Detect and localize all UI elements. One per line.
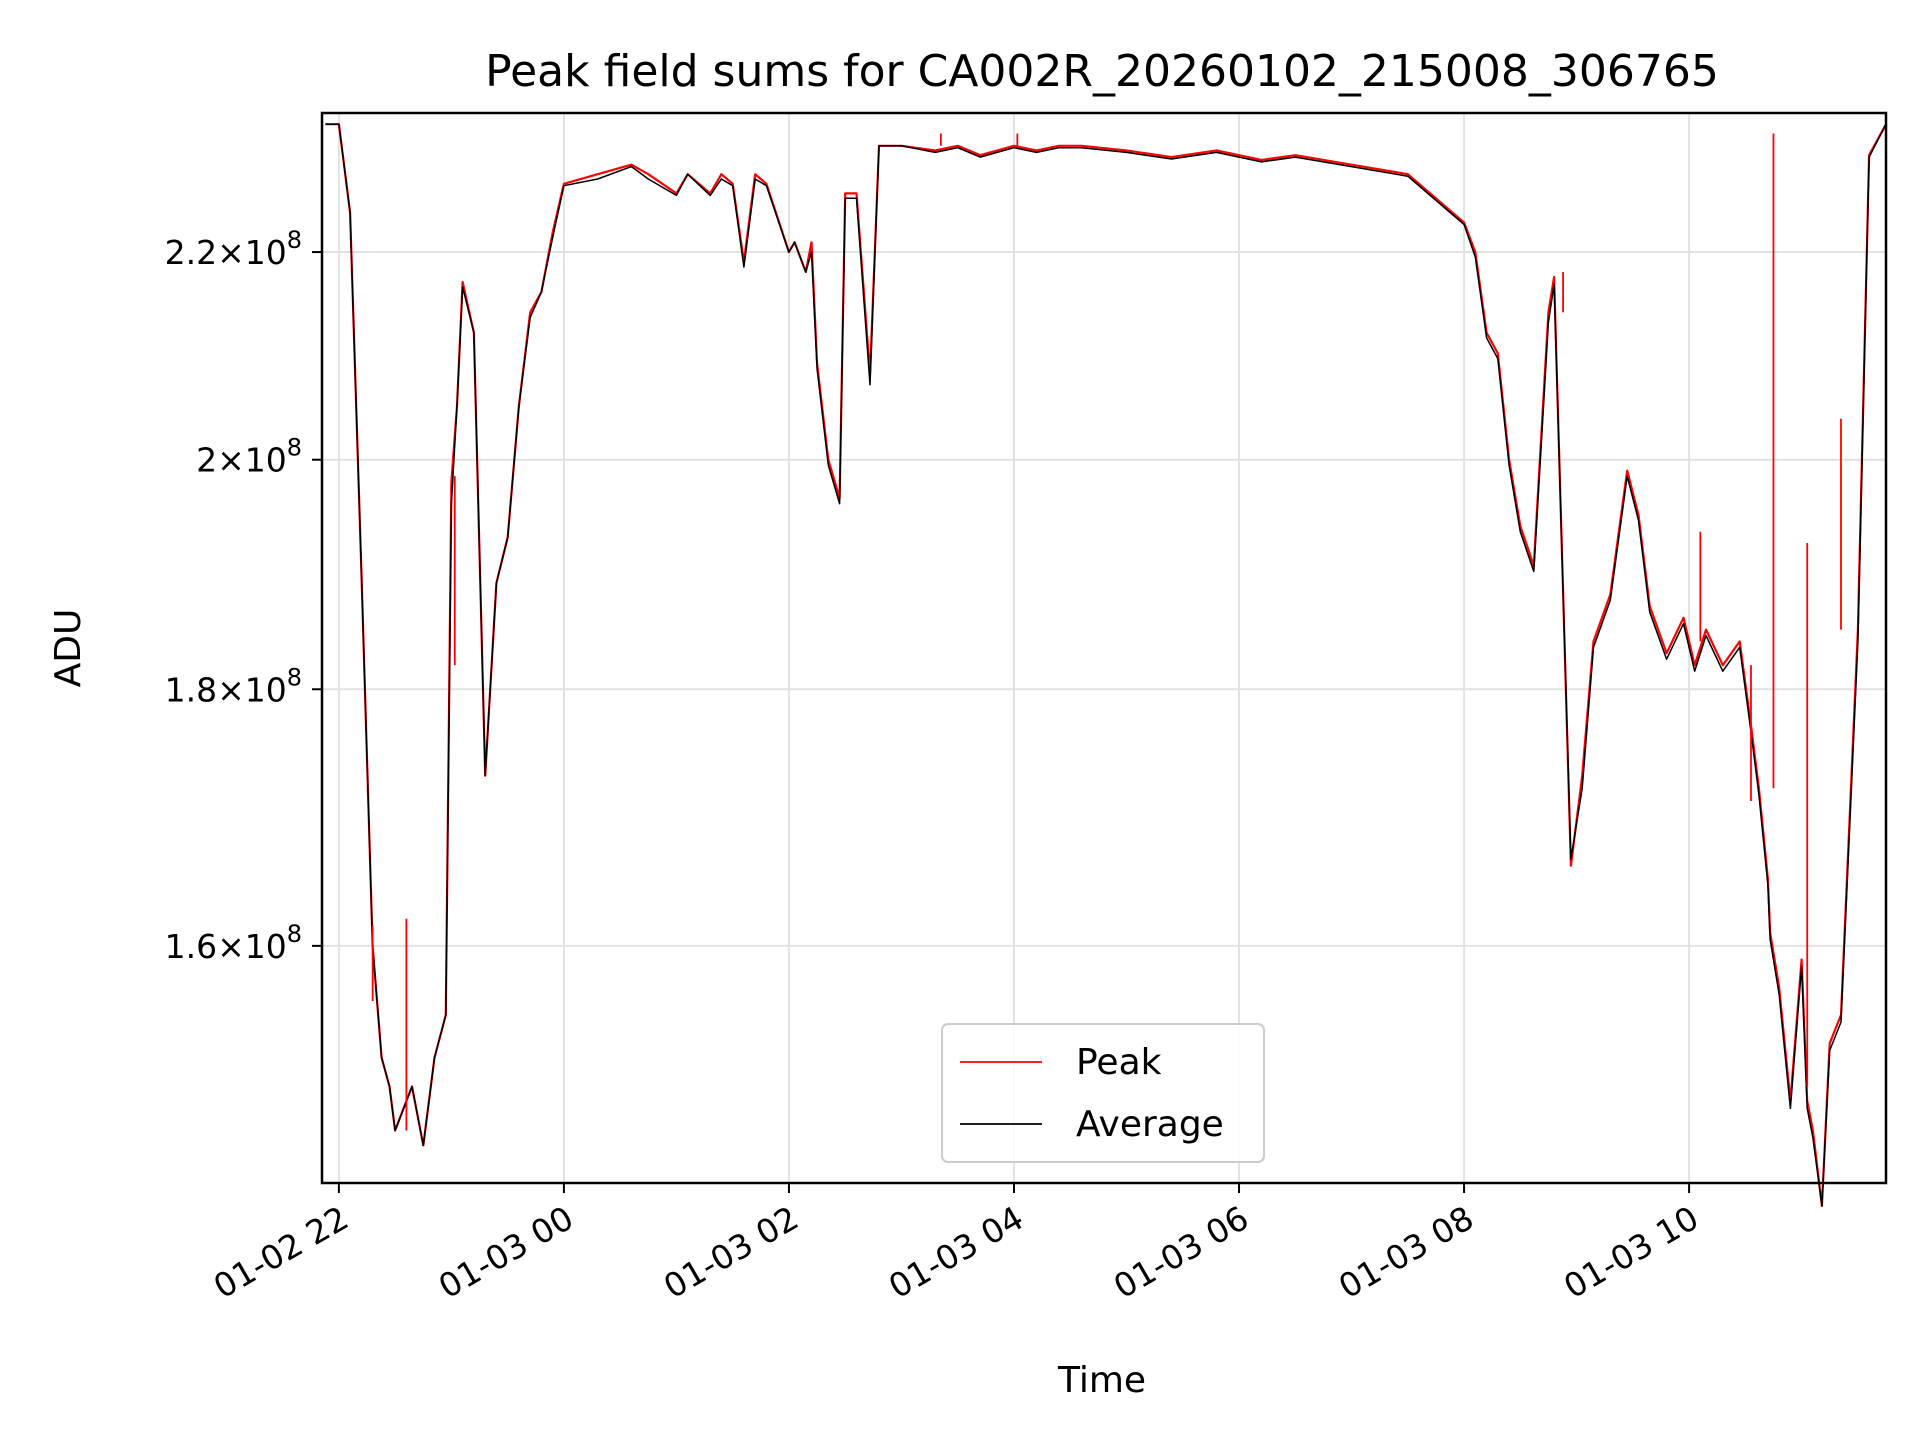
legend-label-average: Average [1076, 1104, 1224, 1145]
plot-frame [320, 111, 1888, 1185]
y-tick-label: 1.6×108 [165, 920, 302, 966]
series-group [325, 123, 1887, 1208]
spike-group [371, 133, 1842, 1131]
y-axis: 1.6×108 1.8×108 2×108 2.2×108 [165, 226, 322, 966]
legend-label-peak: Peak [1076, 1042, 1162, 1083]
series-line-average [325, 123, 1887, 1207]
y-tick-label: 2×108 [196, 434, 302, 480]
legend: Peak Average [941, 1023, 1265, 1163]
legend-box [941, 1023, 1265, 1163]
x-axis-label: Time [1057, 1360, 1146, 1401]
y-tick-label: 2.2×108 [165, 226, 302, 272]
y-axis-label: ADU [48, 609, 89, 688]
chart-title: Peak field sums for CA002R_20260102_2150… [485, 46, 1719, 97]
grid-lines [322, 113, 1886, 1183]
y-tick-label: 1.8×108 [165, 663, 302, 709]
